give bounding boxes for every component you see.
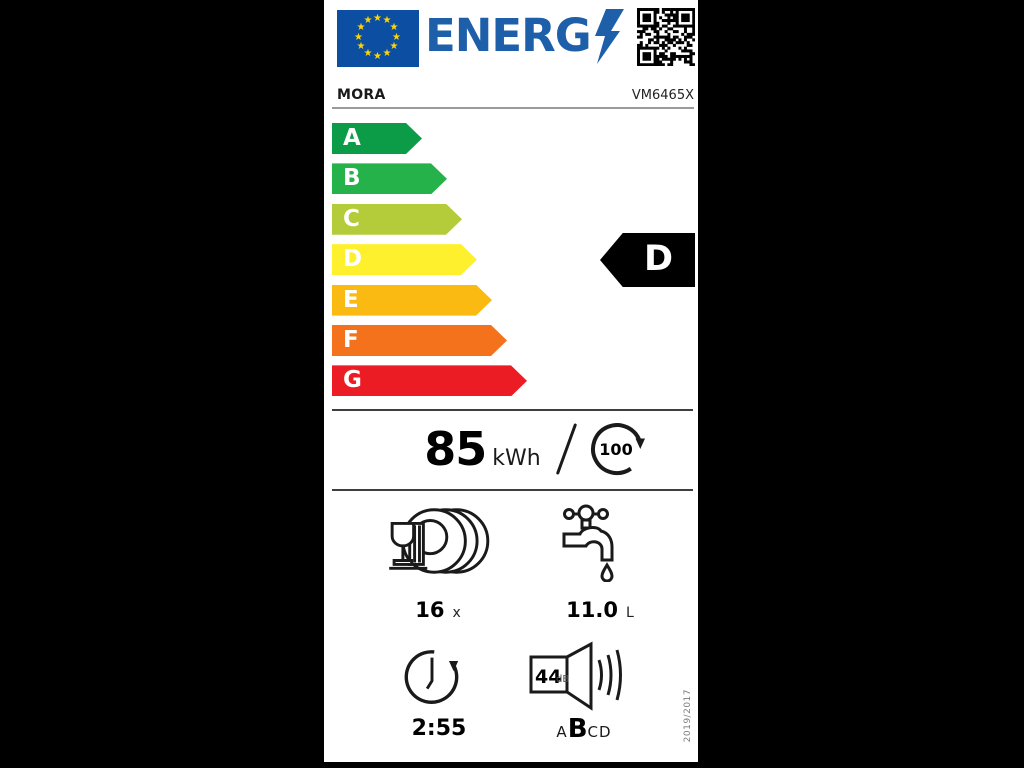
consumption-value-group: 85 kWh [424,422,540,476]
noise-class-b-current: B [567,714,588,744]
cycles-count: 100 [599,440,632,459]
place-settings-icon [389,508,490,574]
section-divider [332,409,693,411]
eu-star-icon: ★ [363,47,373,59]
eu-star-icon: ★ [389,22,399,33]
brand-name: MORA [337,87,386,103]
eu-star-icon: ★ [373,50,382,62]
noise-class-d: D [599,723,612,741]
capacity-unit: x [452,605,461,621]
qr-code [637,8,695,66]
duration-value: 2:55 [411,716,467,741]
energy-class-arrow-f: F [332,325,507,356]
energy-class-letter: G [343,367,362,394]
energy-logo-text: ENERG [425,9,592,62]
eu-flag: ★ ★ ★ ★ ★ ★ ★ ★ ★ ★ ★ ★ [337,10,419,67]
eu-star-icon: ★ [382,15,392,27]
energy-class-arrow-g: G [332,365,527,396]
capacity-value: 16 [415,598,445,622]
duration-clock-icon [404,650,459,704]
water-tap-icon [562,504,614,582]
energy-class-arrow-a: A [332,123,422,154]
energy-class-arrow-b: B [332,163,447,194]
per-slash [555,423,577,475]
consumption-unit: kWh [492,446,541,471]
eu-star-icon: ★ [356,22,366,33]
section-divider [332,489,693,491]
eu-star-icon: ★ [356,41,366,52]
water-value: 11.0 [566,598,618,622]
energy-class-arrow-c: C [332,204,462,235]
label-bottom-border [324,762,698,768]
energy-class-arrow-e: E [332,285,492,316]
energy-class-letter: E [343,286,359,313]
consumption-value: 85 [424,422,487,476]
water-unit: L [626,605,634,621]
energy-class-arrow-d: D [332,244,477,275]
noise-unit: dB [556,674,569,685]
model-number: VM6465X [631,88,694,103]
energy-class-letter: F [343,326,359,353]
eu-star-icon: ★ [373,12,382,24]
brand-divider [332,107,694,109]
noise-class-a: A [556,723,568,741]
energy-class-letter: A [343,125,361,151]
regulation-number: 2019/2017 [683,688,693,742]
noise-class-c: C [587,723,599,741]
duration-value-row: 2:55 [384,716,494,741]
water-value-row: 11.0 L [550,598,650,622]
energy-rating-indicator: D [600,233,695,287]
energy-rating-letter: D [643,239,674,279]
energy-class-letter: C [343,205,360,232]
capacity-value-row: 16 x [380,598,496,622]
eu-star-icon: ★ [389,41,399,52]
noise-speaker-icon: 44 dB [529,641,622,711]
noise-value: 44 [535,666,561,688]
energy-class-letter: D [343,246,363,273]
cycles-icon: 100 [590,423,645,475]
eu-star-icon: ★ [363,15,373,27]
lightning-bolt-icon [595,9,624,64]
energy-class-letter: B [343,165,361,192]
energy-consumption-row: 85 kWh 100 [324,414,698,484]
eu-star-icon: ★ [392,31,401,43]
eu-star-icon: ★ [354,31,363,43]
noise-class-row: A B C D [532,714,636,744]
eu-star-icon: ★ [382,47,392,59]
